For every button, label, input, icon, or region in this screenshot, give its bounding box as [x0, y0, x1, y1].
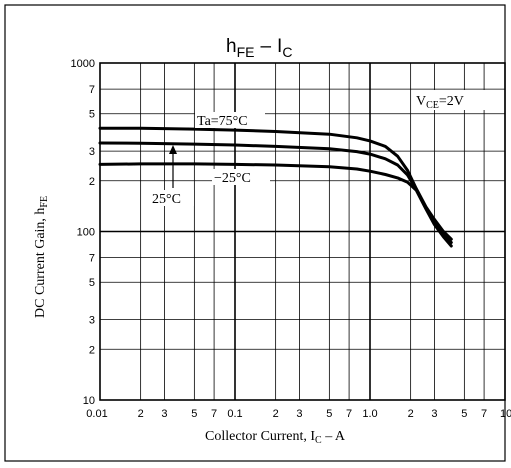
y-tick-label: 2 — [89, 176, 95, 188]
series-label-minus25c: −25°C — [212, 169, 270, 186]
x-tick-label: 5 — [191, 408, 197, 420]
x-tick-label: 3 — [431, 408, 437, 420]
svg-text:VCE=2V: VCE=2V — [416, 94, 464, 111]
chart-frame — [4, 4, 506, 462]
series-arrow-head-25c — [169, 145, 177, 154]
x-tick-label: 2 — [138, 408, 144, 420]
series-label-25c-text: 25°C — [152, 192, 181, 207]
x-axis-label: Collector Current, IC – A — [205, 429, 346, 446]
x-tick-label: 7 — [481, 408, 487, 420]
plot-border — [99, 62, 506, 401]
y-tick-label: 100 — [77, 227, 95, 239]
curves — [98, 126, 453, 248]
series-label-25c: 25°C — [150, 145, 194, 207]
condition-label: VCE=2V — [412, 90, 498, 111]
series-label-75c-bg — [195, 112, 265, 128]
y-tick-label: 3 — [89, 315, 95, 327]
series-label-75c-text: Ta=75°C — [197, 114, 248, 129]
y-tick-label: 7 — [89, 253, 95, 265]
series-label-25c-bg — [150, 190, 194, 206]
x-tick-label: 7 — [346, 408, 352, 420]
x-tick-label: 10 — [500, 408, 511, 420]
x-tick-label: 7 — [211, 408, 217, 420]
y-tick-label: 5 — [89, 109, 95, 121]
series-label-75c: Ta=75°C — [195, 112, 265, 129]
x-tick-label: 5 — [461, 408, 467, 420]
y-tick-label: 1000 — [71, 58, 95, 70]
series-line-2 — [98, 162, 453, 248]
x-tick-label: 1.0 — [362, 408, 377, 420]
y-tick-label: 10 — [83, 395, 95, 407]
series-label-minus25c-bg — [212, 169, 270, 185]
y-tick-label: 2 — [89, 344, 95, 356]
condition-label-bg — [412, 90, 498, 110]
y-axis-label: DC Current Gain, hFE — [33, 196, 50, 318]
y-tick-label: 7 — [89, 84, 95, 96]
series-label-minus25c-text: −25°C — [214, 171, 251, 186]
x-tick-label: 0.1 — [227, 408, 242, 420]
y-tick-label: 5 — [89, 277, 95, 289]
chart-title: hFE – IC — [226, 36, 292, 60]
y-tick-label: 3 — [89, 146, 95, 158]
x-tick-label: 2 — [408, 408, 414, 420]
x-tick-label: 0.01 — [86, 408, 107, 420]
x-tick-label: 2 — [273, 408, 279, 420]
x-tick-label: 5 — [326, 408, 332, 420]
x-tick-label: 3 — [161, 408, 167, 420]
tick-labels: 0.01 2 3 5 7 0.1 2 3 5 7 1.0 2 3 5 7 10 1000 7 5 3 2 100 7 5 3 2 1… — [71, 58, 511, 420]
x-tick-label: 3 — [296, 408, 302, 420]
